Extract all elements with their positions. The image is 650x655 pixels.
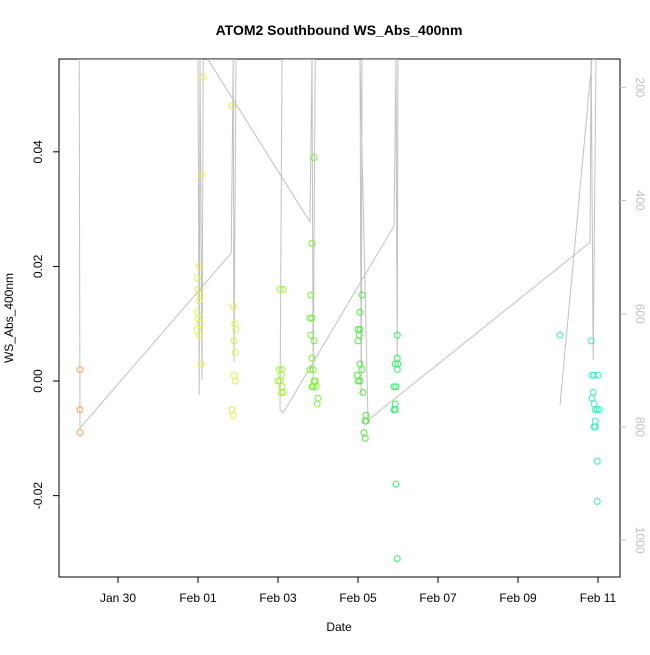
point [313,400,321,408]
point [593,457,601,465]
point [595,406,603,414]
point [591,406,599,414]
point [279,388,287,396]
y-tick-label: 0.00 [31,369,45,393]
x-axis-label: Date [326,620,352,634]
point [193,274,201,282]
point [391,406,399,414]
point [359,388,367,396]
y2-tick-label: 400 [633,191,647,211]
point [358,366,366,374]
y-tick-label: 0.04 [31,140,45,164]
x-tick-label: Feb 05 [339,591,377,605]
point [229,303,237,311]
point [393,331,401,339]
y2-tick-label: 200 [633,77,647,97]
point [277,388,285,396]
point [76,366,84,374]
point [362,417,370,425]
point [199,73,207,81]
point [230,337,238,345]
x-tick-label: Feb 07 [419,591,457,605]
point [231,377,239,385]
point [195,331,203,339]
point [308,240,316,248]
x-tick-label: Feb 03 [259,591,297,605]
point [308,354,316,362]
point [556,331,564,339]
point [356,377,364,385]
point [392,383,400,391]
point [198,171,206,179]
plot-frame [58,58,621,578]
point [232,325,240,333]
y-tick-label: 0.02 [31,254,45,278]
line-layer [78,59,597,430]
point [393,366,401,374]
point [306,366,314,374]
point [310,154,318,162]
point [590,371,598,379]
point [587,337,595,345]
point [354,377,362,385]
x-tick-label: Feb 01 [179,591,217,605]
point [195,297,203,305]
point [197,360,205,368]
point [354,337,362,345]
point [309,366,317,374]
point [195,262,203,270]
point [76,406,84,414]
y-tick-label: -0.02 [31,482,45,510]
point [392,480,400,488]
x-tick-label: Jan 30 [100,591,136,605]
point [361,434,369,442]
depth-line [78,59,597,430]
point [231,348,239,356]
point [593,406,601,414]
point [310,337,318,345]
y2-tick-label: 1000 [633,527,647,554]
point [308,314,316,322]
point [393,555,401,563]
x-tick-label: Feb 09 [499,591,537,605]
y2-tick-label: 800 [633,417,647,437]
point [76,429,84,437]
point [279,285,287,293]
point [306,314,314,322]
point [229,411,237,419]
x-tick-label: Feb 11 [580,591,617,605]
point [594,371,602,379]
point [307,291,315,299]
point [274,377,282,385]
point [310,377,318,385]
point [196,320,204,328]
point [593,497,601,505]
point [591,423,599,431]
point [228,102,236,110]
y-axis-label: WS_Abs_400nm [2,273,16,363]
point [276,285,284,293]
point [358,291,366,299]
point [356,308,364,316]
point [307,331,315,339]
chart-title: ATOM2 Southbound WS_Abs_400nm [216,22,463,38]
y2-tick-label: 600 [633,304,647,324]
point [390,383,398,391]
